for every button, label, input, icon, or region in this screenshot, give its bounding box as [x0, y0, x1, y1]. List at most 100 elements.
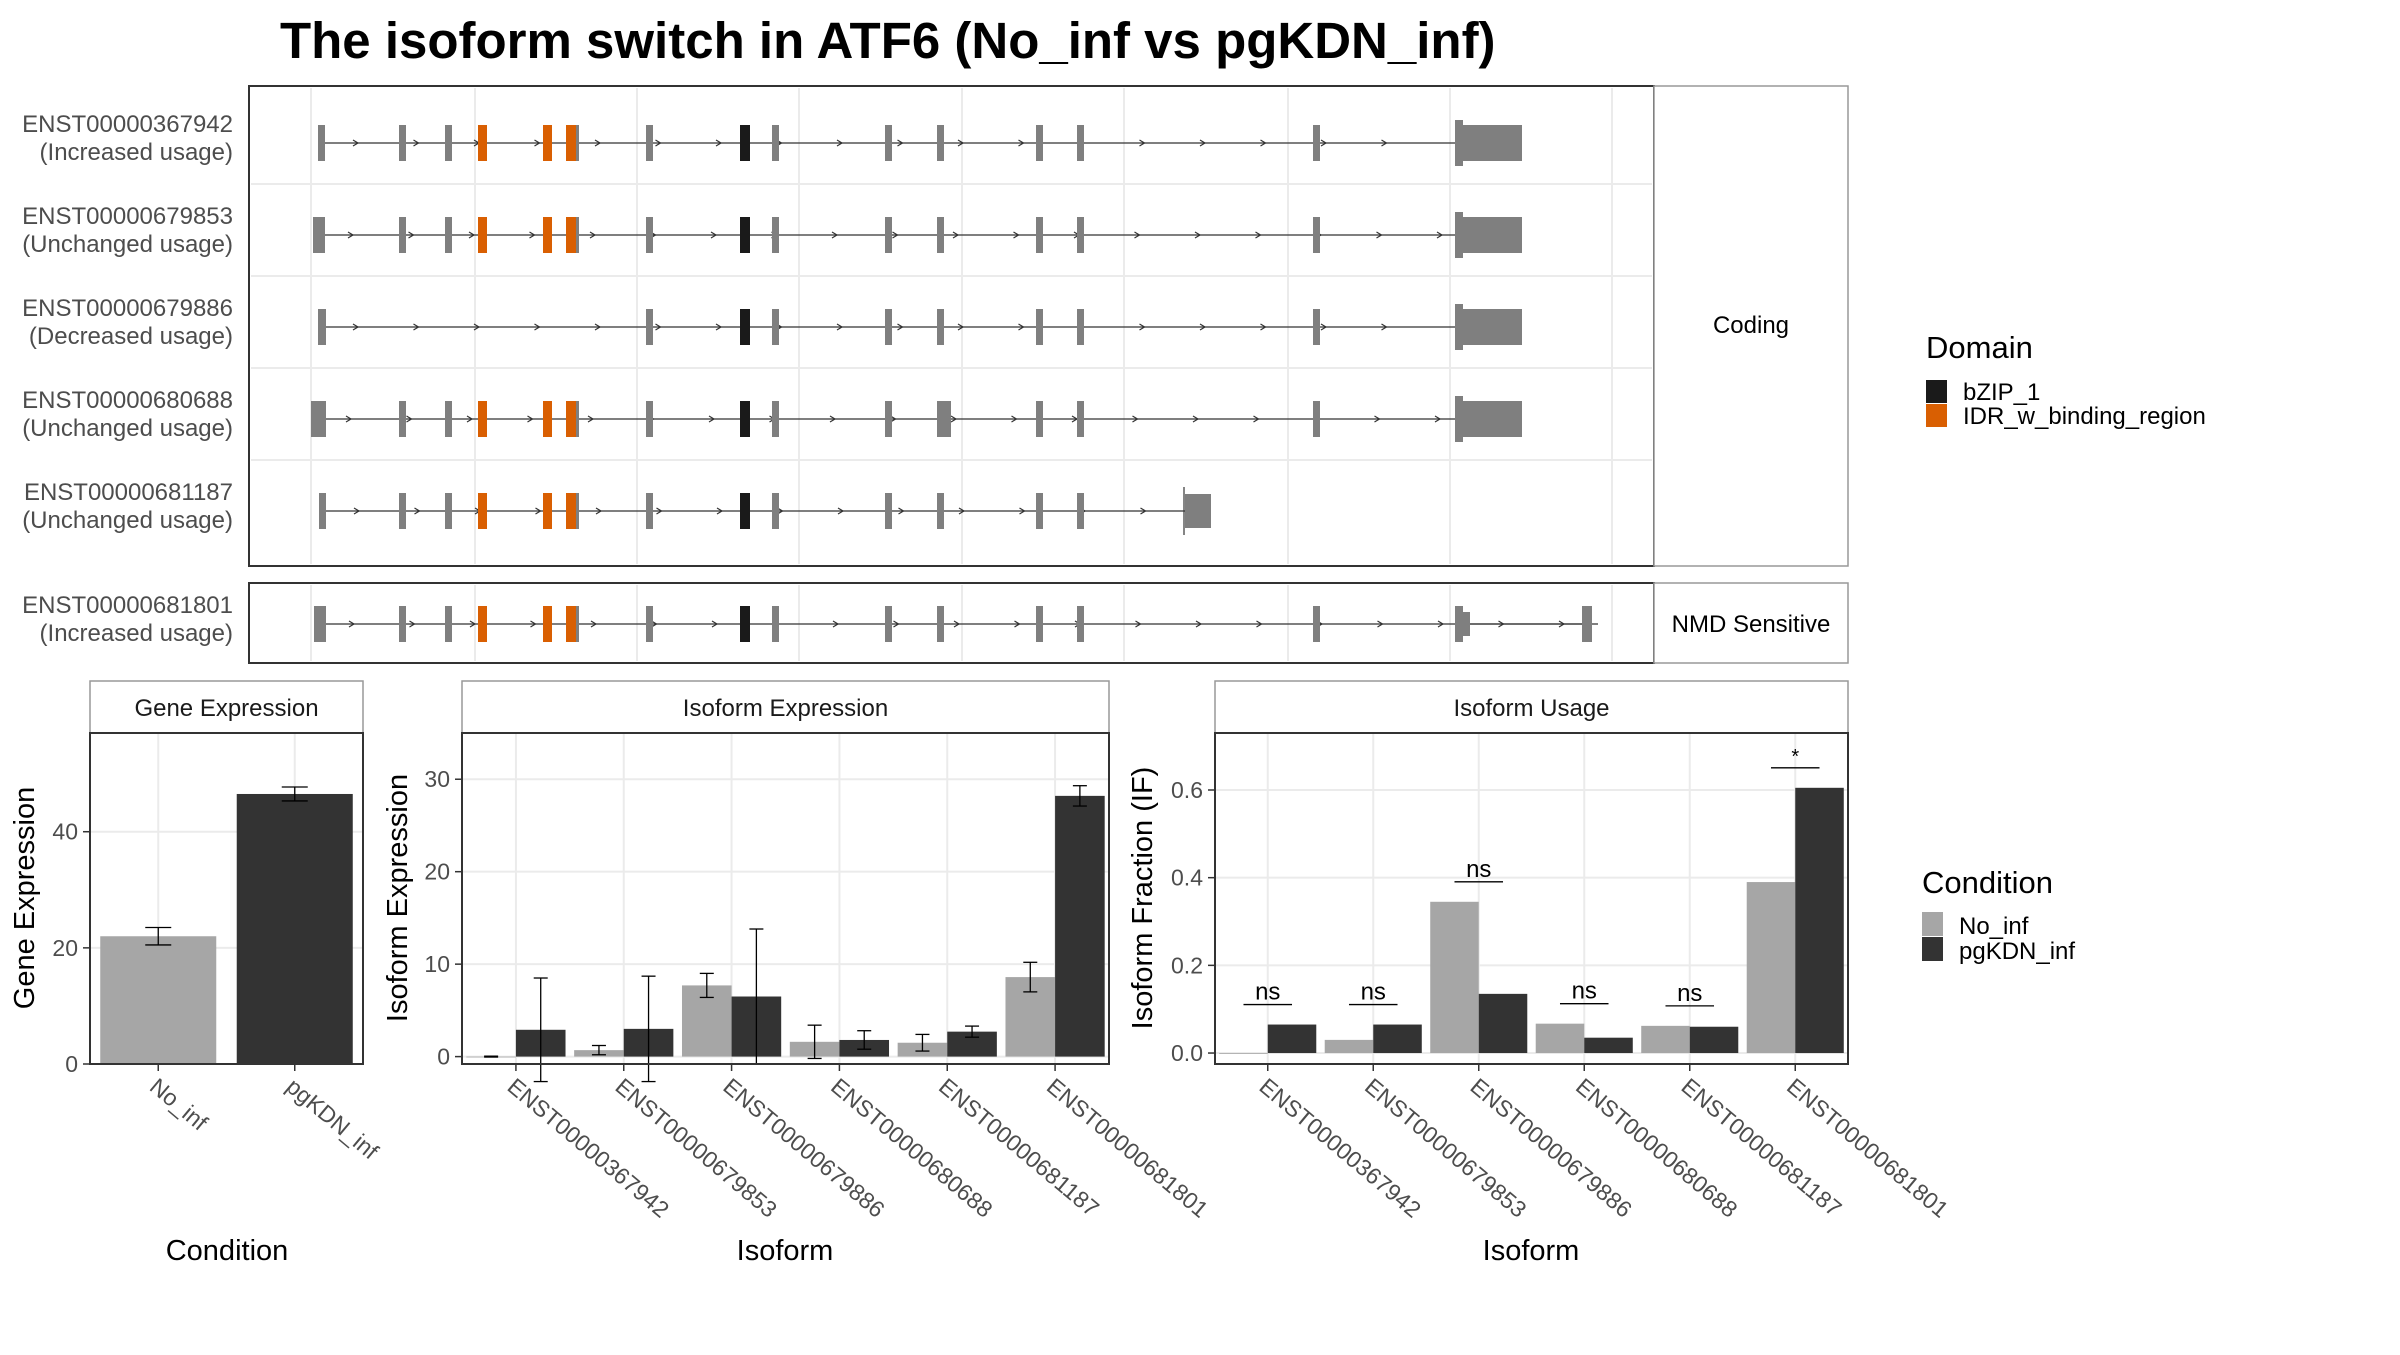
- idr-domain: [478, 125, 487, 161]
- idr-domain: [566, 217, 578, 253]
- coding-panel-frame: [248, 85, 1655, 567]
- bar: [1746, 882, 1796, 1054]
- exon: [576, 401, 579, 437]
- strand-arrow: [530, 620, 537, 628]
- isoform-usage-label: (Unchanged usage): [22, 507, 233, 534]
- bar: [1795, 787, 1844, 1054]
- last-exon: [1582, 606, 1592, 642]
- domain-legend-label-idr: IDR_w_binding_region: [1963, 403, 2206, 430]
- bar-charts: Gene Expression 0 20 40 No_inf pgKDN_inf Gene …: [9, 680, 1954, 1267]
- exon: [1077, 217, 1084, 253]
- exon: [576, 606, 579, 642]
- exon: [1455, 120, 1463, 166]
- exon: [1313, 606, 1320, 642]
- y-tick-label: 0.4: [1171, 865, 1203, 891]
- exon: [1313, 401, 1320, 437]
- strand-arrow: [1013, 231, 1020, 239]
- isoform-usage-label: (Increased usage): [40, 620, 233, 647]
- figure-title: The isoform switch in ATF6 (No_inf vs pg…: [280, 12, 1496, 69]
- chart-panel: Isoform Expression0102030ENST00000367942…: [382, 680, 1213, 1267]
- nmd-strip-label: NMD Sensitive: [1672, 611, 1831, 638]
- y-tick-label: 0.2: [1171, 952, 1203, 978]
- chart-strip: [461, 680, 1110, 734]
- chart-strip: [89, 680, 364, 734]
- strand-arrow: [1019, 507, 1026, 515]
- strand-arrow: [406, 415, 413, 423]
- y-tick-label: 40: [52, 819, 78, 845]
- strand-arrow: [1374, 415, 1381, 423]
- exon: [1036, 217, 1043, 253]
- idr-domain: [543, 493, 552, 529]
- x-tick-label: pgKDN_inf: [282, 1073, 384, 1165]
- strand-arrow: [831, 231, 839, 239]
- coding-strip: [1653, 85, 1849, 567]
- exon: [772, 493, 779, 529]
- nmd-strip: [1653, 582, 1849, 664]
- strand-arrow: [958, 507, 966, 515]
- strand-arrow: [1437, 620, 1445, 628]
- domain-legend-swatch-bzip: [1926, 380, 1947, 403]
- strand-arrow: [468, 231, 476, 239]
- strand-arrow: [1260, 323, 1267, 331]
- strand-arrow: [836, 323, 844, 331]
- exon: [1077, 401, 1084, 437]
- exon: [885, 125, 892, 161]
- strand-arrow: [348, 620, 356, 628]
- exon: [772, 309, 779, 345]
- strand-arrow: [1376, 231, 1383, 239]
- exon: [646, 493, 653, 529]
- strand-arrow: [413, 139, 420, 147]
- y-tick-label: 20: [52, 935, 78, 961]
- strand-arrow: [1132, 415, 1139, 423]
- exon: [937, 401, 950, 437]
- exon: [1036, 493, 1043, 529]
- bar: [1641, 1025, 1690, 1054]
- strand-arrow: [1320, 139, 1328, 147]
- exon: [646, 606, 653, 642]
- exon: [399, 493, 406, 529]
- strand-arrow: [716, 507, 724, 515]
- idr-domain: [543, 401, 552, 437]
- exon: [445, 217, 452, 253]
- x-axis-label: Isoform: [737, 1235, 834, 1267]
- strand-arrow: [892, 231, 899, 239]
- y-axis-label: Isoform Expression: [382, 774, 414, 1022]
- y-tick-label: 10: [424, 951, 450, 977]
- strand-arrow: [414, 507, 421, 515]
- strand-arrow: [594, 139, 602, 147]
- strand-arrow: [777, 507, 784, 515]
- chart-plot-area: [1215, 733, 1848, 1064]
- significance-label: *: [1791, 746, 1799, 768]
- chart-strip: [1214, 680, 1849, 734]
- strand-arrow: [832, 620, 840, 628]
- strand-arrow: [1014, 620, 1021, 628]
- bar: [100, 936, 217, 1064]
- strand-arrow: [469, 620, 477, 628]
- strand-arrow: [1018, 139, 1025, 147]
- exon: [1455, 606, 1463, 642]
- strand-arrow: [1018, 323, 1025, 331]
- strand-arrow: [408, 231, 415, 239]
- strand-arrow: [715, 323, 723, 331]
- strand-arrow: [590, 620, 598, 628]
- exon: [1036, 401, 1043, 437]
- y-tick-label: 0: [437, 1044, 450, 1070]
- isoform-id-label: ENST00000680688: [22, 387, 233, 414]
- significance-label: ns: [1677, 980, 1702, 1007]
- exon: [319, 493, 326, 529]
- strand-arrow: [1139, 323, 1146, 331]
- strand-arrow: [1320, 323, 1328, 331]
- bar: [1430, 901, 1479, 1054]
- isoform-usage-label: (Unchanged usage): [22, 231, 233, 258]
- chart-strip-title: Gene Expression: [134, 695, 318, 722]
- strand-arrow: [1140, 507, 1147, 515]
- chart-plot-area: [462, 733, 1109, 1064]
- bzip-domain: [740, 217, 750, 253]
- exon: [318, 309, 326, 345]
- exon: [646, 401, 653, 437]
- strand-arrow: [957, 323, 965, 331]
- exon: [1313, 217, 1320, 253]
- exon: [1463, 612, 1470, 636]
